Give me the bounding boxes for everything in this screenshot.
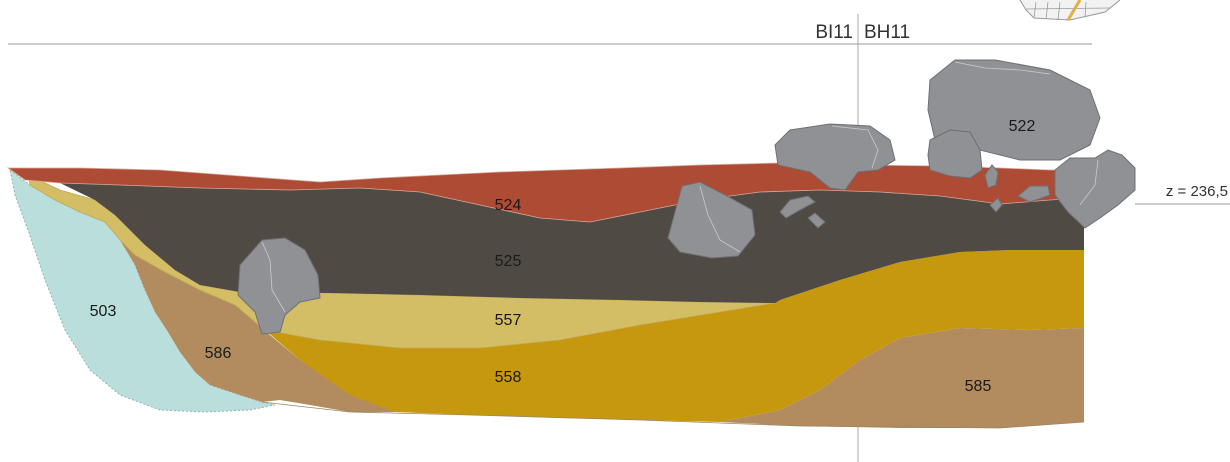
stone-chip-5 (1017, 185, 1051, 203)
stone-label-522: 522 (1009, 118, 1036, 135)
stone-chip-4 (989, 197, 1003, 213)
orientation-grid-icon (1019, 0, 1121, 21)
stone-chip-1 (779, 195, 816, 219)
layer-label-503: 503 (90, 303, 117, 320)
stone-mid (667, 181, 756, 259)
stone-right (1054, 149, 1136, 229)
section-base-outline (261, 401, 1085, 429)
stone-522-lower (927, 129, 983, 179)
stone-upper (774, 123, 896, 191)
stone-left (237, 237, 321, 335)
grid-label-right: BH11 (864, 22, 910, 43)
stone-chip-2 (807, 212, 826, 229)
elevation-label: z = 236,5 (1166, 183, 1228, 200)
stone-chip-3 (984, 164, 999, 189)
layer-524 (6, 162, 1085, 223)
layer-label-557: 557 (495, 312, 522, 329)
layer-label-586: 586 (205, 345, 232, 362)
layer-label-585: 585 (965, 378, 992, 395)
layer-label-558: 558 (495, 369, 522, 386)
layer-558 (265, 250, 1084, 422)
layer-585 (720, 328, 1084, 428)
layer-586 (120, 240, 395, 412)
layer-label-524: 524 (495, 197, 522, 214)
grid-label-left: BI11 (815, 22, 853, 43)
layer-label-525: 525 (495, 253, 522, 270)
stone-group (237, 59, 1136, 335)
